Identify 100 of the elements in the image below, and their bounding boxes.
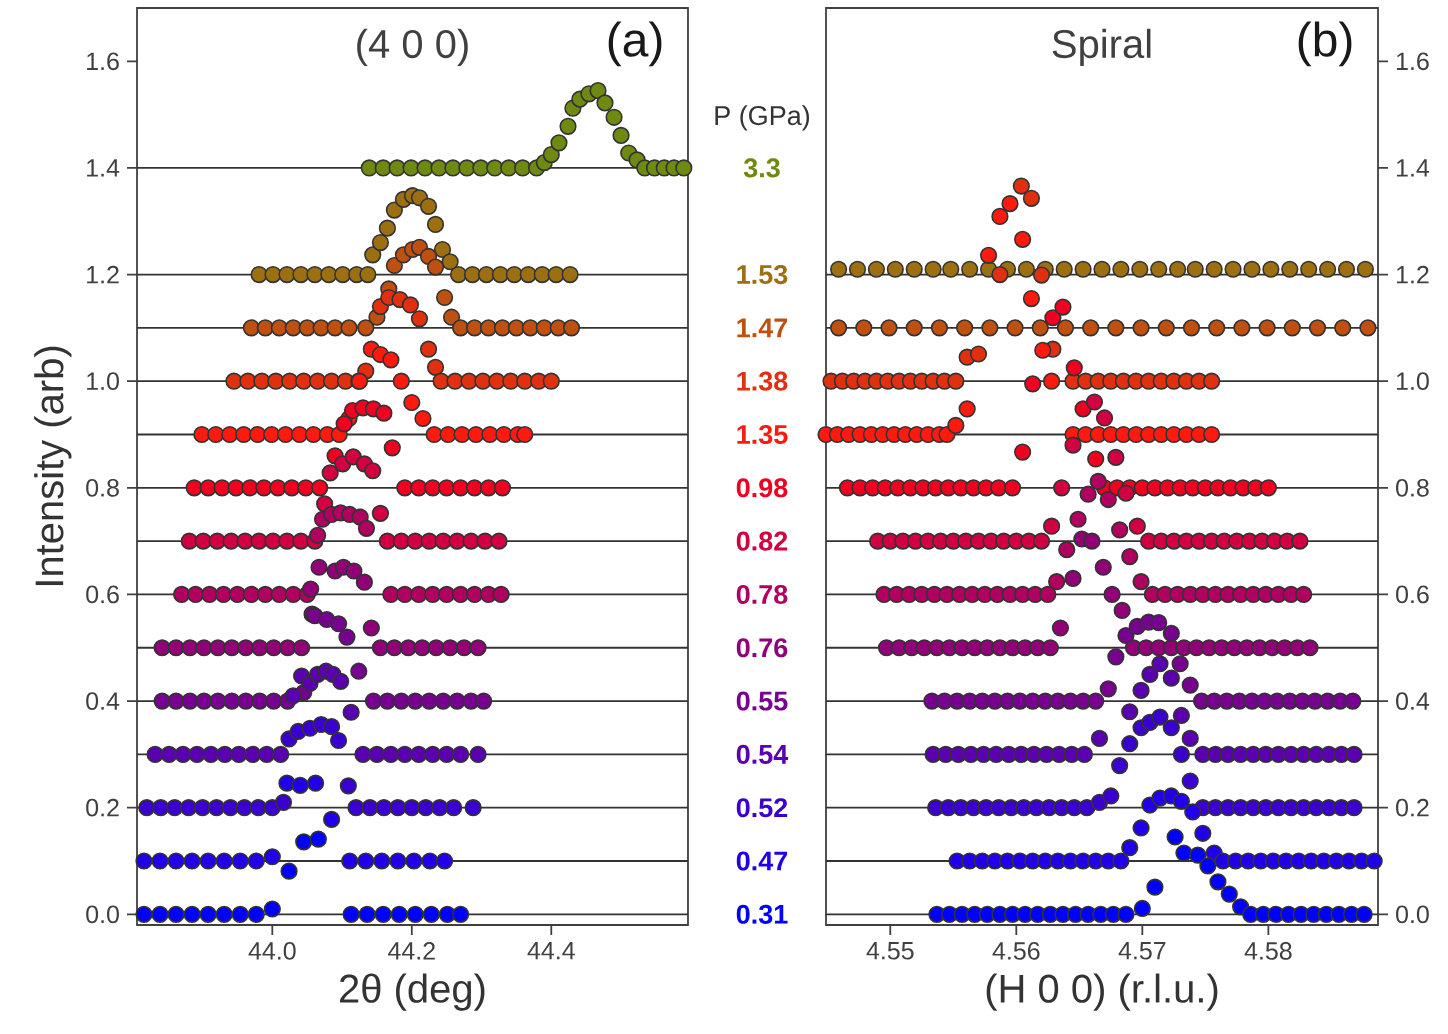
point	[410, 310, 429, 328]
point	[1151, 655, 1169, 673]
point	[427, 639, 445, 657]
point	[991, 207, 1009, 226]
point	[1085, 393, 1104, 411]
point	[1003, 479, 1022, 497]
point	[385, 639, 403, 657]
point	[1300, 260, 1318, 278]
point	[956, 319, 974, 337]
point	[435, 288, 454, 307]
point	[441, 639, 459, 657]
point	[335, 415, 353, 433]
point	[265, 639, 283, 657]
y-tick-label: 0.4	[86, 692, 120, 710]
point	[1099, 490, 1117, 509]
point	[355, 573, 373, 591]
point	[342, 905, 360, 923]
point	[1186, 260, 1204, 278]
point	[1090, 729, 1109, 747]
point	[1024, 375, 1042, 393]
point	[533, 265, 551, 284]
point	[389, 799, 407, 817]
point	[251, 639, 269, 657]
point	[322, 810, 341, 829]
point	[1209, 873, 1227, 891]
point	[334, 265, 352, 284]
point	[979, 246, 998, 264]
point	[1171, 655, 1189, 673]
point	[905, 260, 923, 278]
point	[1001, 195, 1019, 213]
point	[439, 425, 457, 444]
point	[605, 108, 623, 126]
y-tick-label: 1.6	[87, 52, 119, 71]
point	[1205, 260, 1223, 278]
point	[207, 425, 225, 444]
point	[491, 265, 509, 284]
y-tick-label: 0.6	[86, 585, 119, 604]
point	[281, 372, 299, 390]
point	[492, 585, 510, 604]
point	[417, 799, 435, 817]
point	[1132, 573, 1150, 591]
point	[486, 159, 504, 177]
point	[1041, 639, 1059, 657]
point	[1117, 626, 1135, 645]
point	[199, 852, 217, 870]
point	[135, 852, 153, 870]
y-tick-label: 1.6	[1396, 52, 1429, 71]
y-tick-label: 1.2	[1396, 265, 1429, 284]
point	[167, 905, 185, 923]
point	[231, 852, 249, 870]
point	[421, 852, 439, 870]
point	[1203, 425, 1221, 444]
point	[930, 319, 949, 337]
point	[438, 585, 456, 604]
point	[1194, 824, 1212, 842]
point	[235, 799, 254, 817]
y-tick-label: 1.0	[87, 372, 119, 391]
point	[249, 425, 267, 444]
point	[1075, 745, 1093, 763]
text: 1.47	[737, 318, 788, 338]
legend-title: P (GPa)	[715, 105, 810, 131]
point	[467, 425, 485, 444]
point	[1220, 885, 1238, 903]
point	[465, 319, 484, 337]
point	[441, 253, 459, 271]
point	[455, 639, 473, 657]
point	[264, 265, 282, 284]
point	[368, 745, 386, 763]
point	[414, 409, 432, 428]
point	[374, 159, 392, 177]
point	[181, 639, 199, 657]
point	[589, 82, 607, 100]
point	[309, 830, 327, 848]
point	[516, 425, 534, 444]
point	[401, 296, 419, 314]
point	[392, 372, 410, 390]
point	[1141, 665, 1159, 684]
point	[295, 833, 313, 851]
point	[424, 585, 442, 604]
point	[378, 532, 396, 550]
point	[1128, 517, 1146, 535]
point	[340, 319, 358, 337]
point	[215, 852, 233, 870]
point	[1083, 532, 1101, 550]
point	[426, 358, 445, 376]
point	[195, 639, 213, 657]
y-tick-label: 1.4	[1396, 159, 1430, 177]
point	[322, 718, 341, 736]
point	[1181, 772, 1199, 790]
point	[354, 745, 372, 763]
point	[1056, 319, 1075, 337]
point	[406, 692, 424, 710]
text: 0.98	[736, 478, 788, 498]
point	[465, 479, 484, 497]
point	[255, 479, 273, 497]
point	[213, 479, 231, 497]
point	[223, 639, 241, 657]
point	[1006, 319, 1024, 337]
y-tick-label: 0.2	[1396, 798, 1429, 817]
point	[1162, 719, 1180, 737]
